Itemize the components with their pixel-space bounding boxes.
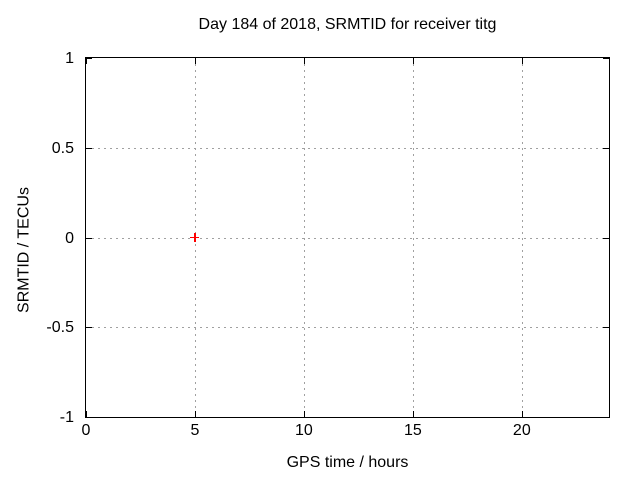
x-tick-label: 20	[512, 422, 531, 439]
x-tick-label: 0	[81, 422, 91, 439]
x-tick-mark-top	[194, 58, 196, 64]
y-tick-label: 0.5	[51, 139, 74, 157]
x-tick-mark-top	[412, 58, 414, 64]
y-tick-label: 1	[65, 50, 74, 67]
x-tick-mark-top	[303, 58, 305, 64]
x-tick-mark-bottom	[303, 411, 305, 417]
chart-title: Day 184 of 2018, SRMTID for receiver tit…	[198, 16, 497, 33]
y-gridline	[86, 147, 609, 149]
y-tick-mark-right	[603, 327, 609, 329]
x-axis-label: GPS time / hours	[286, 454, 409, 471]
data-point-marker	[190, 233, 200, 242]
x-tick-mark-bottom	[86, 411, 87, 417]
x-tick-label: 5	[190, 422, 200, 439]
y-tick-mark-left	[86, 327, 92, 329]
x-tick-mark-top	[521, 58, 523, 64]
y-tick-mark-left	[86, 237, 92, 239]
y-tick-label: 0	[65, 229, 74, 247]
y-tick-mark-left	[86, 147, 92, 149]
y-tick-mark-right	[603, 417, 609, 418]
y-tick-label: -1	[59, 409, 74, 426]
y-gridline	[86, 237, 609, 239]
y-gridline	[86, 327, 609, 329]
x-tick-mark-bottom	[412, 411, 414, 417]
y-axis-label: SRMTID / TECUs	[15, 187, 33, 313]
x-tick-mark-bottom	[521, 411, 523, 417]
x-tick-label: 15	[403, 422, 422, 439]
y-tick-mark-left	[86, 417, 92, 418]
y-tick-mark-right	[603, 237, 609, 239]
plot-area	[85, 57, 610, 418]
y-tick-label: -0.5	[46, 319, 74, 337]
x-tick-mark-top	[86, 58, 87, 64]
y-tick-mark-right	[603, 58, 609, 59]
y-tick-mark-right	[603, 147, 609, 149]
marker-vertical-bar	[194, 233, 196, 242]
y-tick-mark-left	[86, 58, 92, 59]
x-tick-mark-bottom	[194, 411, 196, 417]
x-tick-label: 10	[295, 422, 313, 439]
